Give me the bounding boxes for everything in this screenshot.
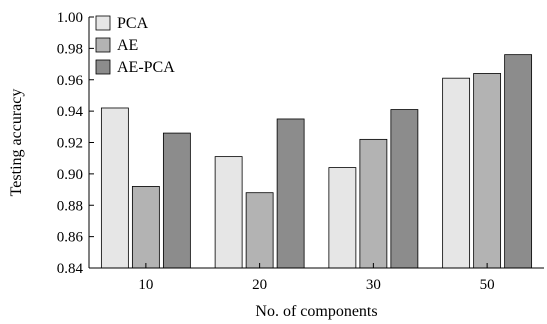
- legend-label: AE-PCA: [117, 59, 175, 76]
- x-tick-label: 50: [480, 277, 495, 293]
- bar-ae-pca-20: [276, 118, 305, 269]
- y-tick-label: 0.86: [57, 230, 84, 246]
- x-axis-title: No. of components: [255, 303, 377, 320]
- bar-ae-20: [245, 192, 274, 269]
- bar-ae-pca-30: [390, 109, 419, 269]
- y-tick-label: 0.84: [57, 261, 84, 277]
- bar-ae-10: [131, 186, 160, 269]
- y-tick-label: 0.90: [57, 167, 83, 183]
- bar-pca-30: [328, 167, 357, 269]
- x-tick-label: 30: [366, 277, 381, 293]
- legend: PCA AE AE-PCA: [95, 15, 175, 76]
- y-axis-title: Testing accuracy: [8, 89, 25, 197]
- bar-ae-50: [473, 73, 502, 269]
- x-axis-ticks: 10 20 30 50: [138, 263, 495, 293]
- y-tick-label: 0.98: [57, 41, 83, 57]
- legend-swatch-ae: [95, 37, 111, 53]
- bar-ae-pca-10: [162, 132, 191, 269]
- x-tick-label: 10: [138, 277, 153, 293]
- legend-label: PCA: [117, 15, 149, 32]
- legend-label: AE: [117, 37, 138, 54]
- y-tick-label: 0.92: [57, 136, 83, 152]
- bar-pca-20: [214, 156, 243, 269]
- legend-swatch-pca: [95, 15, 111, 31]
- legend-swatch-ae-pca: [95, 59, 111, 75]
- y-tick-label: 0.94: [57, 104, 84, 120]
- bar-ae-pca-50: [504, 54, 533, 269]
- y-tick-label: 0.88: [57, 198, 83, 214]
- y-tick-label: 0.96: [57, 73, 84, 89]
- y-axis-ticks: 0.84 0.86 0.88 0.90 0.92 0.94 0.96 0.98 1.00: [57, 10, 94, 277]
- x-tick-label: 20: [252, 277, 267, 293]
- bar-ae-30: [359, 138, 388, 269]
- bar-pca-50: [442, 77, 471, 269]
- y-tick-label: 1.00: [57, 10, 83, 26]
- bars: [100, 54, 533, 269]
- bar-pca-10: [100, 107, 129, 269]
